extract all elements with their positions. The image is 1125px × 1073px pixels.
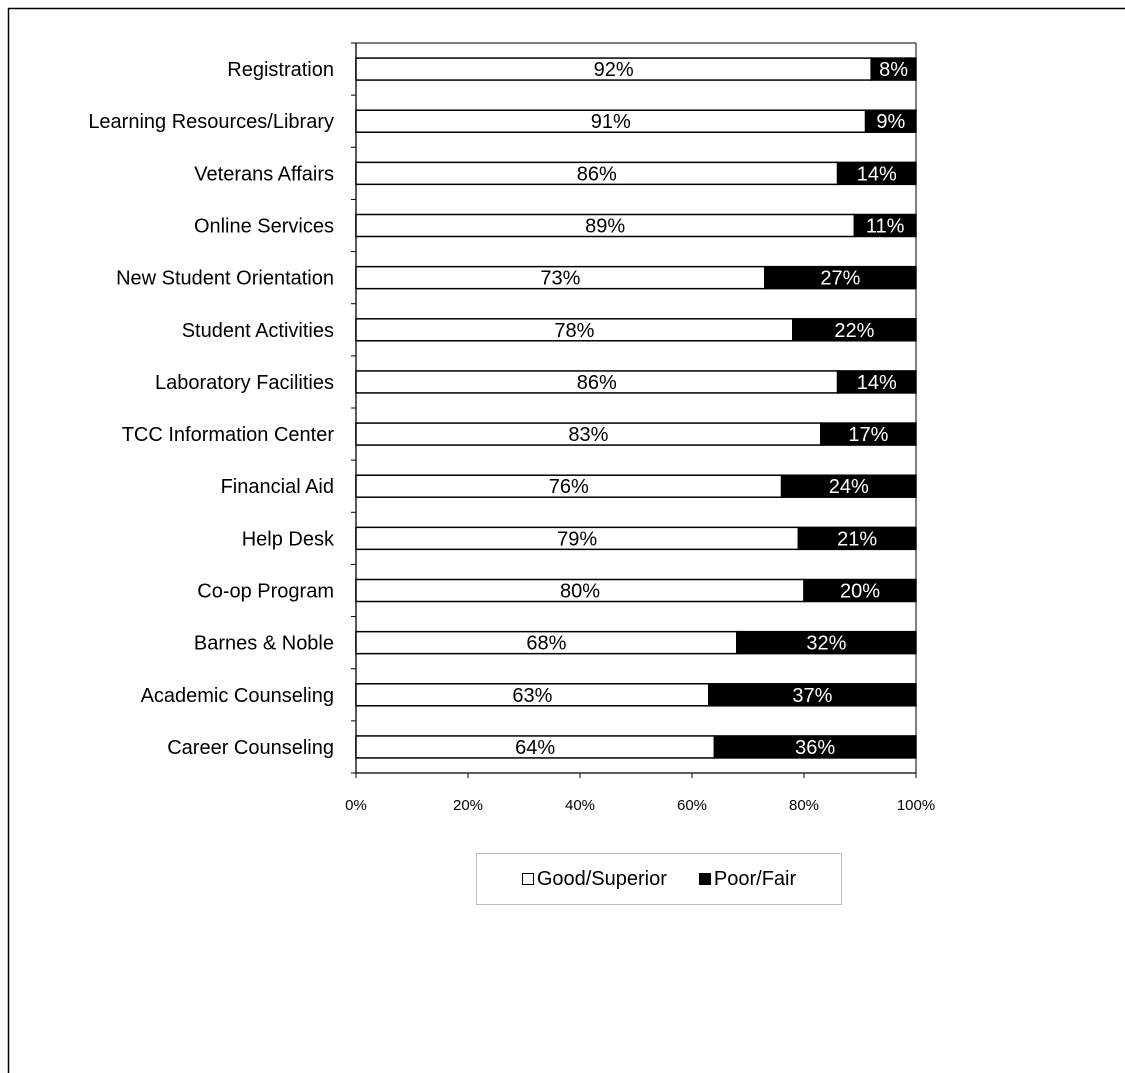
bar-poor-fair: [870, 57, 917, 81]
x-tick-label: 20%: [453, 797, 483, 814]
data-label-good: 63%: [512, 685, 552, 707]
plot-layer: 0% 20% 40% 60% 80% 100% Registration 92% 8% Learn…: [88, 42, 935, 814]
bar-poor-fair: [708, 683, 917, 707]
data-label-good: 68%: [526, 633, 566, 655]
data-label-good: 83%: [568, 424, 608, 446]
data-label-poor: 14%: [857, 372, 897, 394]
data-label-poor: 9%: [876, 111, 905, 133]
category-label: Veterans Affairs: [194, 163, 334, 185]
legend-swatch-good: [521, 873, 534, 885]
category-label: Financial Aid: [221, 476, 334, 498]
bar-poor-fair: [820, 422, 917, 446]
bar-poor-fair: [780, 474, 917, 498]
data-label-poor: 37%: [792, 685, 832, 707]
data-label-good: 86%: [577, 163, 617, 185]
legend-item-good: Good/Superior: [521, 867, 667, 891]
bar-poor-fair: [836, 161, 917, 186]
data-label-poor: 14%: [857, 163, 897, 185]
category-label: Academic Counseling: [141, 685, 334, 707]
bar-poor-fair: [792, 318, 917, 342]
legend-label-poor: Poor/Fair: [713, 867, 797, 890]
data-label-good: 91%: [591, 111, 631, 133]
data-label-poor: 8%: [879, 59, 908, 81]
bar-poor-fair: [797, 526, 917, 551]
category-label: Barnes & Noble: [194, 633, 334, 655]
data-label-poor: 36%: [795, 737, 835, 759]
chart-border: [7, 7, 1125, 1073]
data-label-good: 79%: [557, 528, 597, 550]
category-label: TCC Information Center: [122, 424, 335, 446]
data-label-poor: 17%: [848, 424, 888, 446]
bar-poor-fair: [764, 265, 917, 290]
data-label-poor: 22%: [834, 320, 874, 342]
bar-poor-fair: [853, 213, 917, 238]
data-label-good: 89%: [585, 216, 625, 238]
category-label: Learning Resources/Library: [88, 111, 334, 133]
x-tick-label: 80%: [789, 797, 819, 814]
category-label: New Student Orientation: [116, 268, 334, 290]
bar-poor-fair: [803, 578, 917, 603]
data-label-poor: 24%: [829, 476, 869, 498]
bar-poor-fair: [713, 735, 917, 759]
data-label-poor: 32%: [806, 633, 846, 655]
x-tick-label: 0%: [345, 797, 367, 814]
bar-poor-fair: [864, 109, 917, 133]
data-label-good: 86%: [577, 372, 617, 394]
data-label-good: 76%: [549, 476, 589, 498]
data-label-good: 80%: [560, 581, 600, 603]
category-label: Career Counseling: [167, 737, 334, 759]
legend-item-poor: Poor/Fair: [698, 867, 797, 891]
category-label: Student Activities: [182, 320, 334, 342]
data-label-poor: 21%: [837, 528, 877, 550]
x-tick-label: 40%: [565, 797, 595, 814]
data-label-good: 64%: [515, 737, 555, 759]
x-tick-label: 100%: [897, 797, 935, 814]
bar-poor-fair: [836, 370, 917, 394]
data-label-poor: 11%: [866, 216, 905, 238]
data-label-good: 92%: [594, 59, 634, 81]
category-label: Co-op Program: [197, 581, 334, 603]
data-label-good: 78%: [554, 320, 594, 342]
data-label-poor: 20%: [840, 581, 880, 603]
category-label: Registration: [227, 59, 334, 81]
category-label: Online Services: [194, 216, 334, 238]
data-label-good: 73%: [540, 268, 580, 290]
category-label: Laboratory Facilities: [155, 372, 334, 394]
data-label-poor: 27%: [820, 268, 860, 290]
x-tick-label: 60%: [677, 797, 707, 814]
legend-swatch-poor: [698, 873, 711, 885]
category-label: Help Desk: [242, 528, 335, 550]
legend: Good/Superior Poor/Fair: [476, 853, 842, 905]
legend-label-good: Good/Superior: [536, 867, 667, 890]
bar-poor-fair: [736, 630, 917, 655]
